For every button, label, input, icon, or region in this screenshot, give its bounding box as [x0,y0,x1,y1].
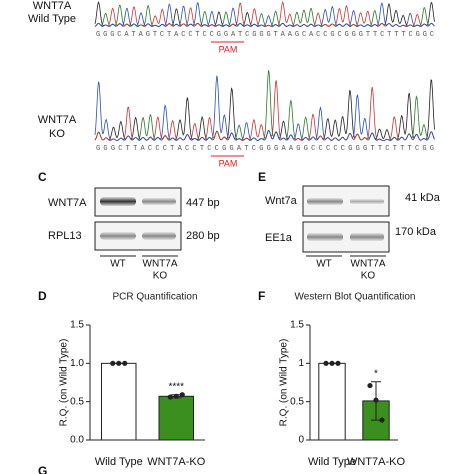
x-tick-label: Wild Type [308,456,356,468]
pam-label: PAM [219,158,238,168]
data-point [110,360,116,366]
panel-letter: C [38,170,47,184]
size-label: 280 bp [186,230,220,242]
pam-label: PAM [219,44,238,54]
significance: **** [168,381,184,392]
seq-label: Wild Type [28,13,76,25]
size-label: 447 bp [186,197,220,209]
sequence: GGGCATAGTCTACCTCCGGATCGGGTAAGCACCGCGGGTT… [96,31,434,39]
data-point [373,397,379,403]
size-label: 170 kDa [395,226,437,238]
lane-label: KO [361,271,376,282]
lane-label: WNT7A [351,259,386,270]
y-tick-label: 1.5 [70,320,84,331]
bar [158,395,194,441]
y-tick-label: 1.5 [290,320,304,331]
panel-letter: G [38,464,47,474]
data-point [179,392,185,398]
y-tick-label: 0.5 [70,396,84,407]
y-tick-label: 1.0 [70,358,84,369]
panel-letter: D [38,289,47,303]
data-point [122,360,128,366]
y-tick-label: 0 [298,435,304,446]
trace [94,80,435,141]
seq-label: WNT7A [38,114,77,126]
gel-band [142,198,176,205]
trace [94,1,435,27]
x-tick-label: WNT7A-KO [147,456,206,468]
blot-band [350,199,384,204]
data-point [116,360,122,366]
gel-band [100,197,136,206]
x-tick-label: Wild Type [95,456,143,468]
bar [318,362,346,441]
y-axis-label: R.Q. (on Wild Type) [59,339,70,427]
data-point [173,393,179,399]
significance: * [374,368,378,379]
blot-band [350,233,384,241]
y-tick-label: 0.0 [70,435,84,446]
trace [94,1,435,27]
gel-band [100,232,136,240]
data-point [367,382,373,389]
panel-letter: F [258,289,265,303]
lane-label: WNT7A [143,259,178,270]
seq-label: WNT7A [33,0,72,12]
size-label: 41 kDa [405,192,441,204]
data-point [379,417,385,423]
lane-label: KO [153,271,168,282]
chart-title: Western Blot Quantification [295,292,416,303]
data-point [329,360,335,366]
trace [94,75,435,141]
lane-label: WT [316,259,332,270]
y-axis-label: R.Q. (on Wild Type) [279,339,290,427]
bar [101,362,137,441]
gel-band [142,232,176,240]
seq-label: KO [49,128,65,140]
blot-band [307,198,343,205]
x-tick-label: WNT7A-KO [347,456,406,468]
chart-title: PCR Quantification [112,292,197,303]
trace [94,4,435,27]
blot-band [307,233,343,241]
row-label: Wnt7a [265,195,298,207]
row-label: WNT7A [48,197,87,209]
sequence: GGGCTTACCCTACCTCCGGATCGGGAAGGCCCCCGGGTTC… [96,145,434,153]
panel-letter: E [258,170,266,184]
row-label: EE1a [265,232,293,244]
chromatograms [94,0,435,141]
y-tick-label: 1 [298,358,304,369]
y-tick-label: 0.5 [290,396,304,407]
data-point [323,360,329,366]
row-label: RPL13 [48,230,82,242]
data-point [335,360,341,366]
trace [94,79,435,141]
trace [94,70,435,141]
lane-label: WT [110,259,126,270]
data-point [167,394,173,400]
